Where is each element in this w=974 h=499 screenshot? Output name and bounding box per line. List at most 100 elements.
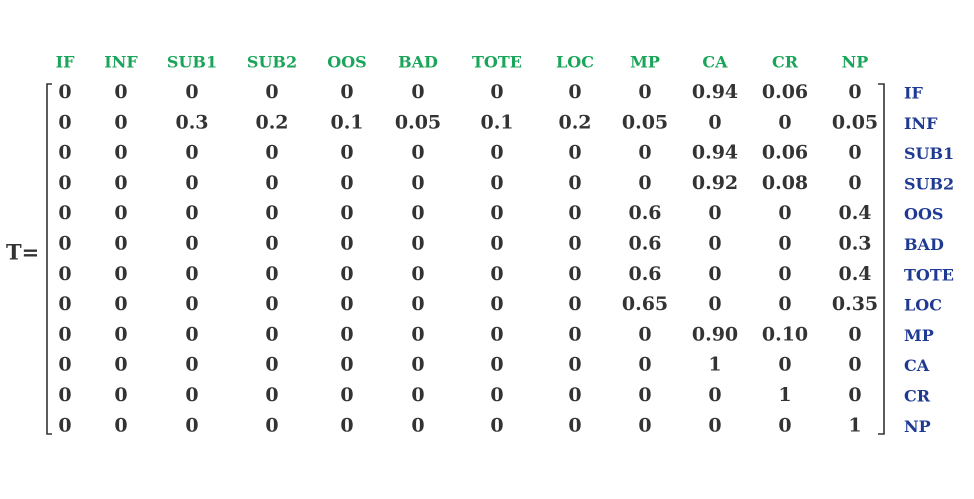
matrix-cell: 0: [58, 142, 71, 164]
column-header: INF: [104, 53, 138, 72]
row-header: SUB2: [904, 174, 954, 193]
matrix-cell: 0: [265, 263, 278, 285]
matrix-cell: 0: [265, 384, 278, 406]
matrix-cell: 0: [411, 81, 424, 103]
matrix-cell: 0: [185, 414, 198, 436]
row-header: CR: [904, 387, 931, 406]
matrix-cell: 0: [114, 81, 127, 103]
matrix-cell: 0: [114, 111, 127, 133]
row-header: SUB1: [904, 144, 954, 163]
matrix-cell: 0: [114, 293, 127, 315]
matrix-cell: 0: [411, 172, 424, 194]
matrix-cell: 0: [114, 414, 127, 436]
matrix-cell: 0: [490, 354, 503, 376]
matrix-cell: 0: [708, 384, 721, 406]
matrix-cell: 0: [490, 142, 503, 164]
row-header: BAD: [904, 235, 944, 254]
matrix-cell: 0: [340, 323, 353, 345]
matrix-cell: 0: [58, 384, 71, 406]
matrix-cell: 0: [185, 263, 198, 285]
matrix-cell: 0: [58, 263, 71, 285]
matrix-cell: 0.3: [175, 111, 208, 133]
matrix-cell: 1: [778, 384, 791, 406]
matrix-cell: 0: [340, 354, 353, 376]
matrix-cell: 0: [848, 384, 861, 406]
matrix-cell: 0: [114, 263, 127, 285]
matrix-cell: 0: [638, 354, 651, 376]
matrix-cell: 0: [848, 172, 861, 194]
matrix-cell: 0.2: [558, 111, 591, 133]
matrix-cell: 0: [114, 354, 127, 376]
matrix-cell: 0.06: [762, 81, 808, 103]
matrix-cell: 0: [265, 233, 278, 255]
matrix-cell: 0: [265, 354, 278, 376]
matrix-cell: 0: [58, 414, 71, 436]
matrix-cell: 0: [114, 142, 127, 164]
matrix-cell: 0: [490, 293, 503, 315]
matrix-cell: 0: [340, 233, 353, 255]
matrix-cell: 0: [340, 142, 353, 164]
right-bracket: [878, 83, 885, 435]
matrix-cell: 0.06: [762, 142, 808, 164]
matrix-cell: 0: [638, 81, 651, 103]
matrix-cell: 0: [708, 414, 721, 436]
matrix-cell: 0.05: [395, 111, 441, 133]
matrix-cell: 0: [411, 142, 424, 164]
column-header: TOTE: [472, 53, 522, 72]
matrix-cell: 0: [490, 263, 503, 285]
matrix-cell: 0.4: [838, 263, 871, 285]
matrix-cell: 0: [340, 202, 353, 224]
matrix-cell: 0: [58, 354, 71, 376]
matrix-cell: 0: [778, 233, 791, 255]
matrix-cell: 0.3: [838, 233, 871, 255]
matrix-cell: 0: [411, 263, 424, 285]
matrix-cell: 0: [568, 142, 581, 164]
matrix-cell: 0: [58, 323, 71, 345]
matrix-cell: 0: [114, 384, 127, 406]
matrix-cell: 0.92: [692, 172, 738, 194]
matrix-cell: 0: [848, 354, 861, 376]
matrix-cell: 0.05: [832, 111, 878, 133]
matrix-cell: 0: [778, 354, 791, 376]
matrix-cell: 0: [568, 263, 581, 285]
matrix-cell: 0: [490, 414, 503, 436]
matrix-cell: 0: [708, 263, 721, 285]
column-header: BAD: [398, 53, 438, 72]
matrix-cell: 0: [708, 111, 721, 133]
matrix-cell: 0.6: [628, 233, 661, 255]
matrix-cell: 0: [340, 81, 353, 103]
matrix-cell: 0: [265, 293, 278, 315]
matrix-cell: 0: [185, 81, 198, 103]
matrix-cell: 0: [340, 172, 353, 194]
column-header: CR: [772, 53, 799, 72]
matrix-cell: 0.10: [762, 323, 808, 345]
matrix-cell: 0: [638, 414, 651, 436]
matrix-cell: 0: [265, 414, 278, 436]
left-bracket: [46, 83, 52, 435]
matrix-cell: 0.4: [838, 202, 871, 224]
matrix-cell: 0: [490, 202, 503, 224]
matrix-cell: 0: [778, 263, 791, 285]
matrix-cell: 0: [568, 323, 581, 345]
matrix-cell: 0.08: [762, 172, 808, 194]
matrix-cell: 0: [638, 172, 651, 194]
matrix-cell: 0: [568, 202, 581, 224]
matrix-cell: 0.6: [628, 263, 661, 285]
matrix-cell: 0: [185, 354, 198, 376]
matrix-cell: 0: [265, 323, 278, 345]
matrix-cell: 0: [114, 233, 127, 255]
matrix-cell: 0: [58, 293, 71, 315]
matrix-cell: 1: [708, 354, 721, 376]
matrix-cell: 0: [185, 202, 198, 224]
column-header: OOS: [327, 53, 366, 72]
matrix-cell: 0: [778, 293, 791, 315]
matrix-label: T=: [6, 240, 39, 265]
matrix-cell: 0: [58, 111, 71, 133]
matrix-cell: 0: [848, 323, 861, 345]
column-header: MP: [630, 53, 660, 72]
row-header: IF: [904, 84, 923, 103]
matrix-cell: 0: [568, 414, 581, 436]
matrix-cell: 0: [185, 384, 198, 406]
row-header: LOC: [904, 296, 942, 315]
row-header: TOTE: [904, 265, 954, 284]
